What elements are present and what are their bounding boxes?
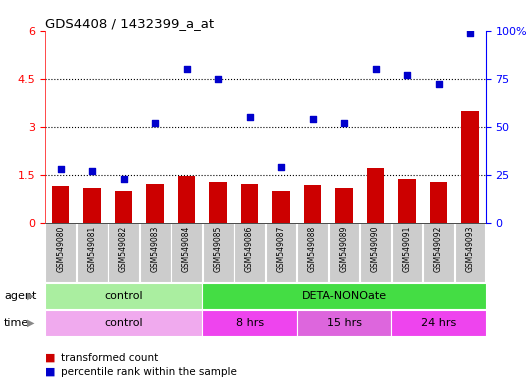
- Bar: [146, 184, 164, 223]
- Text: GDS4408 / 1432399_a_at: GDS4408 / 1432399_a_at: [45, 17, 214, 30]
- Bar: [83, 188, 101, 223]
- Point: [246, 114, 254, 120]
- Bar: [140, 223, 171, 281]
- Bar: [297, 223, 328, 281]
- Point: [403, 72, 411, 78]
- Point: [182, 66, 191, 72]
- Text: GSM549083: GSM549083: [150, 226, 159, 272]
- Bar: [430, 182, 447, 223]
- Bar: [461, 111, 479, 223]
- Text: GSM549093: GSM549093: [466, 226, 475, 272]
- Bar: [202, 310, 297, 336]
- Bar: [328, 223, 360, 281]
- Bar: [171, 223, 202, 281]
- Text: DETA-NONOate: DETA-NONOate: [301, 291, 386, 301]
- Text: GSM549081: GSM549081: [88, 226, 97, 272]
- Text: GSM549089: GSM549089: [340, 226, 348, 272]
- Point: [435, 81, 443, 88]
- Bar: [202, 283, 486, 309]
- Bar: [52, 186, 69, 223]
- Text: GSM549080: GSM549080: [56, 226, 65, 272]
- Bar: [108, 223, 139, 281]
- Bar: [115, 191, 133, 223]
- Text: ▶: ▶: [27, 318, 35, 328]
- Bar: [297, 310, 391, 336]
- Text: GSM549085: GSM549085: [214, 226, 223, 272]
- Text: GSM549082: GSM549082: [119, 226, 128, 272]
- Bar: [360, 223, 391, 281]
- Bar: [335, 188, 353, 223]
- Point: [56, 166, 65, 172]
- Bar: [423, 223, 454, 281]
- Text: control: control: [105, 291, 143, 301]
- Bar: [203, 223, 233, 281]
- Text: GSM549086: GSM549086: [245, 226, 254, 272]
- Text: percentile rank within the sample: percentile rank within the sample: [61, 367, 237, 377]
- Text: GSM549091: GSM549091: [402, 226, 411, 272]
- Text: GSM549087: GSM549087: [277, 226, 286, 272]
- Point: [214, 76, 222, 82]
- Point: [340, 120, 348, 126]
- Text: GSM549088: GSM549088: [308, 226, 317, 272]
- Text: 15 hrs: 15 hrs: [326, 318, 362, 328]
- Text: GSM549092: GSM549092: [434, 226, 443, 272]
- Text: ■: ■: [45, 353, 55, 363]
- Bar: [392, 223, 422, 281]
- Bar: [272, 191, 290, 223]
- Text: agent: agent: [4, 291, 36, 301]
- Point: [88, 168, 96, 174]
- Bar: [367, 168, 384, 223]
- Text: ▶: ▶: [27, 291, 35, 301]
- Bar: [45, 283, 202, 309]
- Bar: [391, 310, 486, 336]
- Point: [308, 116, 317, 122]
- Bar: [45, 223, 76, 281]
- Text: GSM549084: GSM549084: [182, 226, 191, 272]
- Bar: [398, 179, 416, 223]
- Bar: [45, 310, 202, 336]
- Text: ■: ■: [45, 367, 55, 377]
- Text: 24 hrs: 24 hrs: [421, 318, 456, 328]
- Text: GSM549090: GSM549090: [371, 226, 380, 272]
- Point: [151, 120, 159, 126]
- Point: [371, 66, 380, 72]
- Bar: [304, 185, 321, 223]
- Bar: [241, 184, 258, 223]
- Bar: [234, 223, 265, 281]
- Text: control: control: [105, 318, 143, 328]
- Bar: [210, 182, 227, 223]
- Bar: [455, 223, 485, 281]
- Text: 8 hrs: 8 hrs: [235, 318, 263, 328]
- Point: [277, 164, 285, 170]
- Text: time: time: [4, 318, 30, 328]
- Bar: [178, 176, 195, 223]
- Bar: [266, 223, 297, 281]
- Text: transformed count: transformed count: [61, 353, 158, 363]
- Bar: [77, 223, 108, 281]
- Point: [119, 175, 128, 182]
- Point: [466, 30, 474, 36]
